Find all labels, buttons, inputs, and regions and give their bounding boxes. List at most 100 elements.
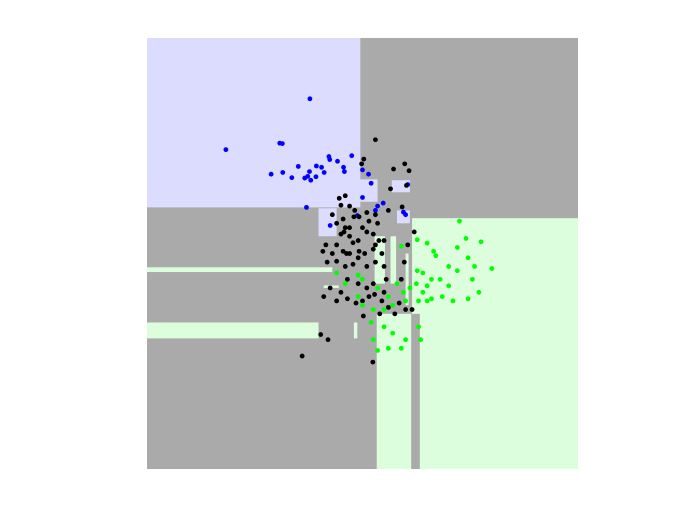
point-blue-25 — [360, 195, 365, 200]
region-green-8 — [353, 322, 358, 339]
point-green-9 — [433, 253, 439, 259]
point-green-40 — [368, 320, 374, 325]
point-black-30 — [355, 255, 361, 261]
point-black-60 — [396, 300, 402, 306]
point-green-15 — [420, 270, 426, 276]
point-green-11 — [454, 268, 460, 274]
point-black-79 — [360, 313, 366, 319]
point-black-15 — [352, 208, 358, 213]
point-green-3 — [454, 245, 460, 250]
point-black-58 — [372, 292, 377, 297]
point-black-8 — [336, 195, 342, 201]
point-green-30 — [416, 298, 421, 304]
point-black-82 — [356, 248, 362, 254]
point-black-6 — [404, 183, 409, 188]
point-black-12 — [329, 212, 335, 218]
point-blue-23 — [319, 164, 324, 170]
point-black-27 — [370, 231, 376, 237]
point-black-43 — [379, 251, 385, 256]
point-black-9 — [342, 193, 348, 199]
point-green-24 — [439, 294, 445, 299]
region-blue-1 — [147, 38, 361, 208]
point-black-40 — [350, 261, 356, 267]
point-black-59 — [379, 298, 385, 304]
point-black-39 — [342, 264, 348, 269]
point-green-53 — [424, 298, 430, 304]
point-green-31 — [394, 281, 400, 287]
region-blue-10 — [318, 208, 337, 237]
point-green-20 — [470, 276, 475, 282]
point-blue-28 — [375, 203, 380, 209]
point-blue-12 — [335, 158, 340, 164]
point-green-12 — [472, 264, 477, 269]
point-black-76 — [373, 242, 378, 248]
point-black-51 — [327, 285, 333, 291]
point-green-38 — [360, 302, 365, 308]
point-black-20 — [334, 220, 340, 226]
point-black-77 — [381, 238, 387, 243]
point-black-17 — [364, 210, 370, 215]
point-black-64 — [398, 276, 404, 282]
point-green-36 — [360, 276, 365, 282]
point-green-42 — [390, 330, 396, 336]
point-blue-8 — [307, 169, 312, 175]
region-blue-11 — [391, 180, 410, 193]
point-black-5 — [406, 168, 412, 174]
point-green-29 — [401, 289, 406, 295]
region-gray-4 — [411, 313, 420, 469]
point-blue-17 — [268, 171, 274, 177]
point-blue-32 — [373, 208, 378, 213]
point-black-10 — [338, 202, 344, 208]
point-black-16 — [356, 214, 362, 220]
point-blue-0 — [307, 96, 313, 102]
point-black-69 — [388, 186, 393, 192]
point-green-22 — [465, 296, 471, 302]
point-black-66 — [405, 242, 411, 248]
point-blue-21 — [308, 177, 314, 183]
point-black-63 — [385, 304, 391, 310]
point-black-74 — [344, 251, 349, 256]
point-green-46 — [398, 345, 404, 351]
point-black-42 — [373, 259, 378, 265]
point-black-71 — [325, 337, 331, 343]
point-blue-9 — [295, 164, 301, 169]
point-black-32 — [340, 248, 346, 254]
point-green-26 — [420, 289, 426, 295]
point-black-34 — [329, 251, 335, 256]
point-black-80 — [351, 214, 357, 220]
region-green-5 — [147, 267, 333, 273]
point-green-37 — [355, 294, 361, 299]
point-black-72 — [299, 353, 305, 359]
point-black-1 — [361, 156, 367, 162]
point-green-39 — [370, 307, 376, 312]
point-blue-14 — [341, 169, 347, 175]
point-green-25 — [429, 296, 434, 302]
point-green-10 — [446, 264, 452, 269]
data-points — [223, 96, 495, 365]
point-black-49 — [345, 276, 350, 282]
point-green-14 — [414, 268, 420, 274]
point-blue-20 — [305, 173, 311, 179]
point-green-19 — [446, 283, 452, 289]
point-green-16 — [429, 276, 434, 282]
point-black-2 — [359, 161, 365, 167]
point-black-4 — [391, 166, 396, 172]
point-blue-6 — [349, 153, 355, 159]
region-green-2 — [412, 218, 578, 469]
point-green-41 — [381, 324, 387, 330]
point-black-84 — [376, 238, 382, 243]
point-black-54 — [345, 296, 350, 302]
point-green-28 — [407, 285, 413, 291]
point-black-38 — [334, 258, 340, 264]
point-black-3 — [402, 161, 408, 167]
point-green-44 — [416, 324, 421, 330]
point-green-0 — [457, 218, 462, 224]
point-black-50 — [338, 289, 344, 295]
point-green-1 — [463, 236, 469, 241]
point-black-86 — [409, 307, 415, 312]
point-green-2 — [478, 239, 484, 245]
point-green-54 — [403, 298, 408, 304]
point-black-19 — [375, 220, 380, 226]
point-green-8 — [465, 255, 471, 261]
point-black-25 — [360, 225, 365, 231]
